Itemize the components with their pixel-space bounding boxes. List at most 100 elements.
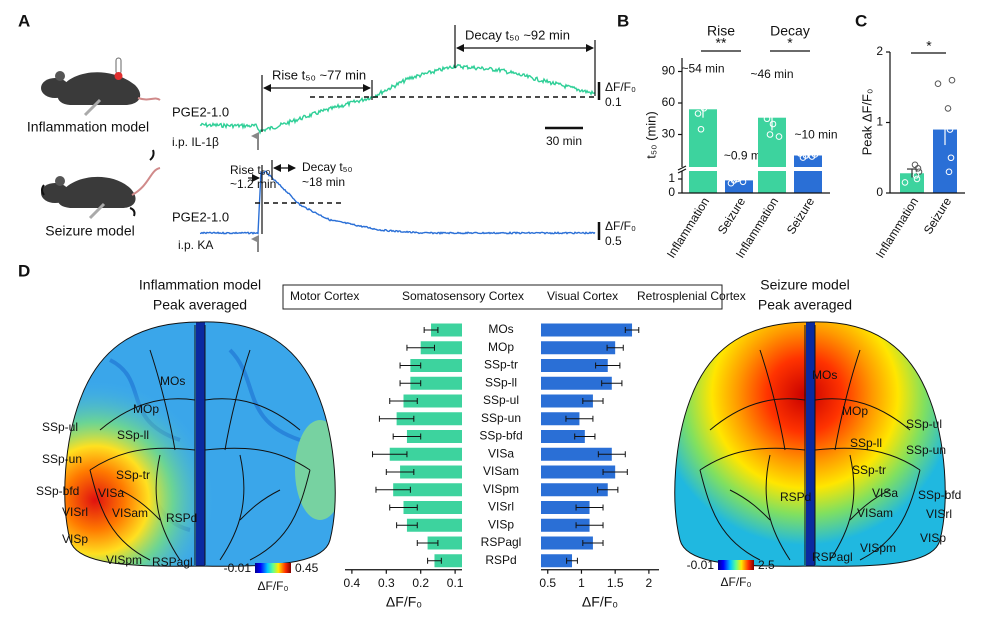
- region-label: VISp: [62, 532, 88, 546]
- y-tick-label: 60: [662, 95, 676, 109]
- bar: [406, 430, 462, 443]
- bar: [400, 465, 462, 479]
- significance: **: [716, 35, 727, 51]
- data-point: [769, 120, 777, 128]
- bar: [410, 376, 462, 390]
- injection-label: i.p. KA: [178, 238, 213, 252]
- bar: [541, 376, 612, 390]
- panel-label: C: [855, 11, 867, 30]
- x-tick-label: 0.2: [412, 576, 429, 590]
- model-title: Inflammation model: [27, 119, 149, 135]
- data-point: [912, 172, 920, 179]
- value-label: ~10 min: [794, 128, 837, 142]
- region-label: VISa: [98, 486, 124, 500]
- data-point: [796, 150, 804, 157]
- group-title: Rise: [707, 23, 735, 39]
- data-point: [697, 125, 705, 133]
- y-tick-label: 0: [876, 185, 883, 199]
- region-label: MOp: [488, 340, 514, 354]
- region-label: SSp-tr: [852, 463, 886, 477]
- bar: [393, 483, 462, 497]
- value-label: ~54 min: [681, 61, 724, 75]
- syringe: [83, 98, 102, 117]
- thermometer: [115, 57, 122, 75]
- legend-entry: Somatosensory Cortex: [402, 289, 524, 303]
- bar: [541, 341, 616, 355]
- decay-label: Decay t₅₀: [302, 160, 353, 174]
- significance: *: [787, 35, 793, 51]
- data-point: [945, 168, 953, 176]
- region-label: VISa: [872, 486, 898, 500]
- region-label: SSp-bfd: [918, 488, 961, 502]
- break-mark: [677, 168, 687, 174]
- data-point: [802, 152, 810, 159]
- sensor-label: PGE2-1.0: [172, 209, 229, 224]
- colorbar-label: ΔF/F₀: [721, 575, 752, 589]
- region-label: SSp-bfd: [479, 429, 522, 443]
- decay-label: Decay t₅₀ ~92 min: [465, 27, 570, 42]
- syringe: [88, 202, 106, 220]
- bar: [434, 554, 462, 568]
- data-point: [901, 179, 909, 186]
- region-label: VISp: [920, 531, 946, 545]
- mouse-body: [57, 72, 141, 105]
- region-label: VISpm: [860, 541, 896, 555]
- region-label: SSp-ul: [42, 420, 78, 434]
- region-label: SSp-un: [906, 443, 946, 457]
- colorbar: [718, 560, 754, 570]
- bar: [794, 155, 822, 193]
- midline: [806, 321, 815, 567]
- bar: [389, 447, 462, 461]
- data-point: [947, 154, 955, 162]
- scale-unit: ΔF/F₀: [605, 80, 636, 94]
- data-point: [703, 97, 711, 105]
- colorbar-min: -0.01: [687, 558, 715, 572]
- x-tick-label: 2: [646, 576, 653, 590]
- region-label: SSp-ll: [850, 436, 882, 450]
- data-point: [911, 161, 919, 169]
- sensor-label: PGE2-1.0: [172, 104, 229, 119]
- region-label: SSp-bfd: [36, 484, 79, 498]
- mouse-tail: [137, 97, 161, 101]
- significance: *: [926, 38, 932, 54]
- bar: [541, 447, 612, 461]
- x-tick-label: Seizure: [921, 195, 955, 237]
- rise-label: Rise t₅₀: [230, 163, 271, 177]
- boundary-left: [64, 321, 336, 567]
- mouse-body: [57, 176, 136, 208]
- x-axis-label: ΔF/F₀: [582, 593, 618, 609]
- data-point: [772, 104, 780, 112]
- region-label: VISa: [488, 446, 514, 460]
- x-tick-label: Inflammation: [873, 195, 921, 261]
- x-tick-label: 1.5: [607, 576, 624, 590]
- region-label: VISam: [483, 464, 519, 478]
- region-label: MOs: [160, 374, 185, 388]
- motion-marks: [41, 149, 155, 217]
- bar: [541, 518, 590, 532]
- value-label: ~46 min: [750, 67, 793, 81]
- heatmap-left: [64, 321, 336, 567]
- bar: [541, 359, 608, 372]
- data-point: [691, 78, 699, 86]
- bar: [541, 536, 593, 550]
- region-label: MOs: [488, 322, 513, 336]
- injection-label: i.p. IL-1β: [172, 135, 219, 149]
- x-tick-label: 1: [578, 576, 585, 590]
- bar: [541, 412, 580, 426]
- data-point: [948, 76, 956, 84]
- group-title: Decay: [770, 23, 810, 39]
- mouse-icon: [41, 149, 161, 220]
- map-subtitle: Peak averaged: [758, 297, 852, 313]
- data-point: [913, 175, 921, 183]
- rise-label: Rise t₅₀ ~77 min: [272, 67, 366, 82]
- bar: [725, 180, 753, 193]
- panel-label: D: [18, 261, 30, 280]
- bar: [427, 536, 462, 550]
- region-label: SSp-ll: [117, 428, 149, 442]
- y-axis-label: Peak ΔF/F₀: [859, 89, 874, 156]
- break-mark: [677, 165, 687, 171]
- data-point: [733, 175, 741, 183]
- legend-entry: Retrosplenial Cortex: [637, 289, 746, 303]
- data-point: [766, 131, 774, 138]
- data-point: [760, 62, 768, 70]
